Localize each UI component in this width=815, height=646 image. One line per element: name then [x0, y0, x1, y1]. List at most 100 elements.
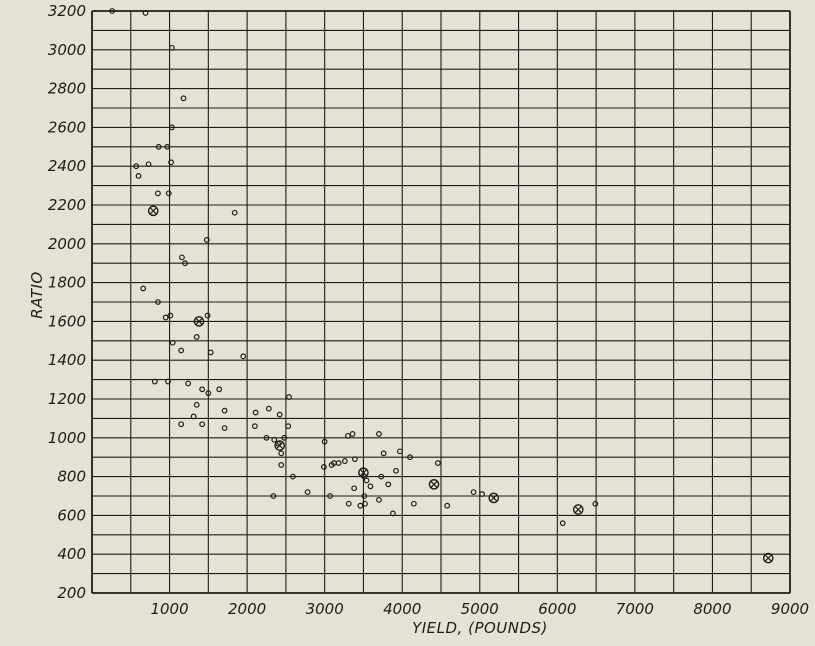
scatter-point	[592, 500, 599, 507]
point-cross	[359, 469, 368, 477]
scatter-point	[349, 431, 356, 437]
y-tick-label: 3200	[48, 2, 86, 20]
scatter-point	[221, 407, 228, 414]
scatter-point	[140, 285, 147, 292]
y-tick-label: 2000	[48, 235, 86, 253]
scatter-point	[321, 438, 328, 445]
scatter-point	[155, 143, 162, 150]
scatter-point	[470, 489, 477, 496]
scatter-point	[363, 477, 370, 484]
y-axis-label: RATIO	[28, 271, 46, 319]
scatter-point	[410, 500, 417, 507]
x-tick-label: 6000	[538, 600, 576, 618]
scatter-point	[396, 448, 403, 455]
scatter-point	[155, 299, 161, 305]
scatter-point	[199, 386, 206, 393]
scatter-point	[271, 436, 278, 443]
scatter-point	[276, 411, 283, 418]
crossed-circle-point	[147, 205, 159, 217]
scatter-point	[193, 401, 200, 408]
scatter-point	[265, 405, 272, 412]
scatter-point	[155, 190, 161, 197]
scatter-point	[341, 458, 348, 464]
scatter-point	[231, 209, 238, 216]
crossed-circle-point	[762, 552, 774, 564]
scatter-point	[204, 312, 211, 319]
x-tick-label: 8000	[693, 600, 731, 618]
x-tick-label: 5000	[461, 600, 499, 618]
point-ring	[193, 316, 205, 327]
scatter-point	[168, 159, 175, 166]
scatter-point	[109, 8, 116, 14]
scatter-point	[407, 454, 413, 461]
scatter-point	[270, 493, 277, 499]
scatter-point	[327, 493, 333, 499]
scatter-point	[205, 390, 212, 397]
y-tick-label: 800	[57, 468, 86, 486]
scatter-point	[168, 124, 175, 131]
scatter-point	[165, 378, 171, 385]
scatter-point	[479, 491, 486, 497]
scatter-point	[285, 423, 292, 430]
scatter-point	[193, 334, 200, 340]
scatter-point	[167, 312, 174, 319]
scatter-point	[162, 314, 169, 321]
x-tick-label: 2000	[228, 600, 266, 618]
scatter-point	[378, 473, 385, 480]
scatter-point	[182, 260, 188, 267]
scatter-point	[252, 409, 259, 416]
scatter-point	[169, 339, 176, 346]
scatter-point	[345, 500, 352, 507]
y-tick-label: 600	[57, 506, 86, 524]
point-cross	[490, 494, 498, 502]
scatter-point	[179, 254, 185, 261]
scatter-point	[178, 421, 185, 428]
y-tick-label: 1800	[48, 274, 86, 292]
crossed-circle-point	[358, 467, 369, 479]
scatter-point	[240, 353, 247, 360]
scatter-point	[304, 489, 311, 496]
scatter-point	[281, 434, 288, 441]
x-tick-label: 9000	[771, 600, 809, 618]
scatter-point	[361, 493, 368, 499]
crossed-circle-point	[274, 440, 285, 451]
y-tick-label: 1000	[48, 429, 86, 447]
x-tick-label: 7000	[616, 600, 654, 618]
scatter-point	[263, 434, 270, 441]
point-cross	[195, 317, 203, 326]
scatter-point	[207, 349, 214, 356]
scatter-point	[434, 460, 441, 466]
scatter-point	[444, 502, 451, 509]
scatter-point	[286, 394, 292, 400]
point-ring	[762, 552, 774, 564]
point-cross	[276, 441, 284, 450]
point-ring	[274, 440, 285, 451]
crossed-circle-point	[428, 479, 440, 490]
scatter-point	[190, 413, 197, 420]
point-ring	[488, 492, 500, 504]
point-cross	[574, 505, 582, 514]
scatter-point	[133, 163, 140, 170]
y-tick-label: 1400	[48, 351, 86, 369]
y-tick-label: 400	[57, 545, 86, 563]
scatter-point	[345, 432, 351, 439]
y-tick-label: 2200	[48, 196, 86, 214]
scatter-point	[199, 421, 206, 428]
point-ring	[358, 467, 369, 479]
point-cross	[149, 207, 157, 215]
scatter-point	[151, 378, 158, 385]
y-tick-label: 3000	[48, 41, 86, 59]
y-tick-label: 2400	[48, 157, 86, 175]
point-ring	[147, 205, 159, 217]
crossed-circle-point	[572, 504, 584, 515]
scatter-point	[278, 450, 285, 457]
scatter-point	[380, 450, 387, 457]
crossed-circle-point	[488, 492, 500, 504]
scatter-point	[216, 386, 223, 393]
crossed-circle-point	[193, 316, 205, 327]
point-ring	[572, 504, 584, 515]
scatter-point	[320, 464, 327, 470]
scatter-point	[367, 483, 374, 490]
scatter-point	[352, 456, 358, 463]
